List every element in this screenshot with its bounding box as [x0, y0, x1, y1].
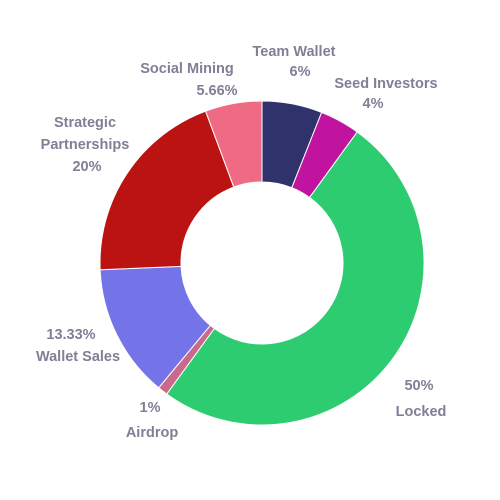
label-airdrop-pct: 1% — [140, 400, 161, 416]
label-strategic-partnerships-name-line2: Partnerships — [41, 137, 130, 153]
slices-group — [99, 100, 425, 426]
labels-group: Team Wallet 6% Seed Investors 4% 50% Loc… — [36, 44, 446, 441]
label-wallet-sales-name: Wallet Sales — [36, 349, 120, 365]
label-team-wallet-name: Team Wallet — [252, 44, 335, 60]
label-team-wallet-pct: 6% — [290, 64, 311, 80]
label-locked: 50% Locked — [396, 378, 447, 420]
label-social-mining-pct: 5.66% — [196, 83, 237, 99]
label-strategic-partnerships: Strategic Partnerships 20% — [41, 115, 134, 175]
label-seed-investors-name: Seed Investors — [334, 76, 437, 92]
label-social-mining-name: Social Mining — [140, 61, 233, 77]
label-wallet-sales-pct: 13.33% — [46, 327, 95, 343]
label-wallet-sales: 13.33% Wallet Sales — [36, 327, 120, 365]
label-seed-investors: Seed Investors 4% — [334, 76, 441, 112]
slice-strategic-partnerships — [99, 110, 235, 271]
slice-locked — [166, 131, 425, 426]
label-locked-name: Locked — [396, 404, 447, 420]
label-airdrop: 1% Airdrop — [126, 400, 179, 441]
label-strategic-partnerships-pct: 20% — [72, 159, 101, 175]
label-team-wallet: Team Wallet 6% — [252, 44, 339, 80]
label-strategic-partnerships-name-line1: Strategic — [54, 115, 116, 131]
label-social-mining: Social Mining 5.66% — [140, 61, 237, 99]
slice-social-mining — [204, 100, 263, 188]
label-seed-investors-pct: 4% — [363, 96, 384, 112]
label-airdrop-name: Airdrop — [126, 425, 179, 441]
label-locked-pct: 50% — [404, 378, 433, 394]
